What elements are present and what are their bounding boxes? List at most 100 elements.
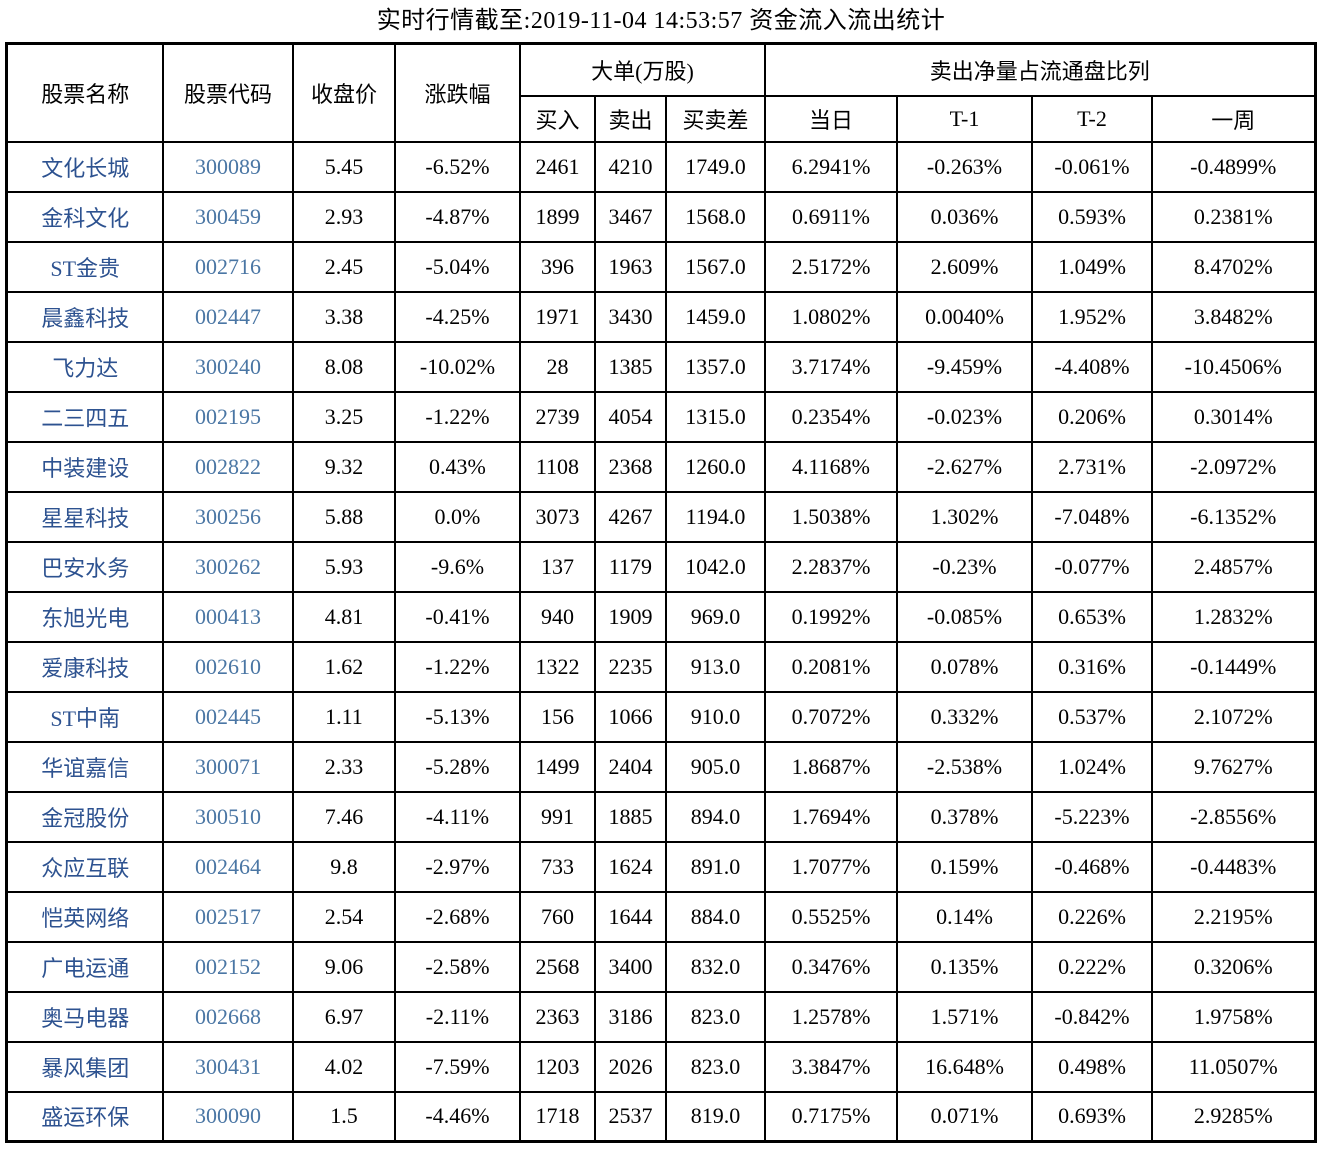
t1-percent-cell: 0.332% bbox=[896, 690, 1033, 743]
t1-percent-cell: 1.302% bbox=[896, 490, 1033, 543]
stock-code-cell: 002447 bbox=[161, 290, 294, 343]
table-row: 恺英网络 002517 2.54 -2.68% 760 1644 884.0 0.5525% 0… bbox=[5, 890, 1317, 943]
change-percent-cell: -10.02% bbox=[393, 340, 521, 393]
buy-sell-diff-cell: 884.0 bbox=[664, 890, 767, 943]
t2-percent-cell: -7.048% bbox=[1031, 490, 1153, 543]
table-row: ST中南 002445 1.11 -5.13% 156 1066 910.0 0.7072% 0… bbox=[5, 690, 1317, 743]
close-price-cell: 5.45 bbox=[291, 140, 396, 193]
day-percent-cell: 0.2081% bbox=[764, 640, 898, 693]
t2-percent-cell: 1.952% bbox=[1031, 290, 1153, 343]
sell-volume-cell: 1385 bbox=[593, 340, 667, 393]
day-percent-cell: 2.2837% bbox=[764, 540, 898, 593]
sell-volume-cell: 2404 bbox=[593, 740, 667, 793]
buy-sell-diff-cell: 823.0 bbox=[664, 990, 767, 1043]
change-percent-cell: -2.58% bbox=[393, 940, 521, 993]
table-row: 广电运通 002152 9.06 -2.58% 2568 3400 832.0 0.3476%… bbox=[5, 940, 1317, 993]
week-percent-cell: 0.2381% bbox=[1150, 190, 1317, 243]
header-change-percent: 涨跌幅 bbox=[393, 42, 521, 143]
buy-sell-diff-cell: 1459.0 bbox=[664, 290, 767, 343]
header-day: 当日 bbox=[764, 94, 898, 143]
buy-volume-cell: 991 bbox=[518, 790, 596, 843]
t2-percent-cell: 0.593% bbox=[1031, 190, 1153, 243]
close-price-cell: 2.93 bbox=[291, 190, 396, 243]
week-percent-cell: 1.2832% bbox=[1150, 590, 1317, 643]
close-price-cell: 1.5 bbox=[291, 1090, 396, 1143]
stock-name-cell: 东旭光电 bbox=[5, 590, 164, 643]
buy-sell-diff-cell: 1194.0 bbox=[664, 490, 767, 543]
change-percent-cell: -4.46% bbox=[393, 1090, 521, 1143]
close-price-cell: 5.93 bbox=[291, 540, 396, 593]
stock-code-cell: 300262 bbox=[161, 540, 294, 593]
buy-sell-diff-cell: 1357.0 bbox=[664, 340, 767, 393]
stock-name-cell: 文化长城 bbox=[5, 140, 164, 193]
week-percent-cell: 11.0507% bbox=[1150, 1040, 1317, 1093]
stock-code-cell: 300090 bbox=[161, 1090, 294, 1143]
buy-volume-cell: 1499 bbox=[518, 740, 596, 793]
stock-name-cell: ST金贵 bbox=[5, 240, 164, 293]
buy-volume-cell: 760 bbox=[518, 890, 596, 943]
day-percent-cell: 0.7072% bbox=[764, 690, 898, 743]
stock-name-cell: ST中南 bbox=[5, 690, 164, 743]
day-percent-cell: 1.5038% bbox=[764, 490, 898, 543]
week-percent-cell: 0.3206% bbox=[1150, 940, 1317, 993]
table-row: 东旭光电 000413 4.81 -0.41% 940 1909 969.0 0.1992% -… bbox=[5, 590, 1317, 643]
t2-percent-cell: -5.223% bbox=[1031, 790, 1153, 843]
day-percent-cell: 1.7077% bbox=[764, 840, 898, 893]
t2-percent-cell: 0.316% bbox=[1031, 640, 1153, 693]
stock-code-cell: 300431 bbox=[161, 1040, 294, 1093]
stock-code-cell: 300071 bbox=[161, 740, 294, 793]
stock-code-cell: 002517 bbox=[161, 890, 294, 943]
table-row: 中装建设 002822 9.32 0.43% 1108 2368 1260.0 4.1168%… bbox=[5, 440, 1317, 493]
change-percent-cell: -5.28% bbox=[393, 740, 521, 793]
t2-percent-cell: 0.693% bbox=[1031, 1090, 1153, 1143]
stock-code-cell: 000413 bbox=[161, 590, 294, 643]
change-percent-cell: -2.68% bbox=[393, 890, 521, 943]
change-percent-cell: -4.25% bbox=[393, 290, 521, 343]
stock-code-cell: 002152 bbox=[161, 940, 294, 993]
header-net-sell-group: 卖出净量占流通盘比列 bbox=[763, 42, 1317, 97]
table-row: ST金贵 002716 2.45 -5.04% 396 1963 1567.0 2.5172%… bbox=[5, 240, 1317, 293]
t2-percent-cell: 1.024% bbox=[1031, 740, 1153, 793]
buy-sell-diff-cell: 1260.0 bbox=[664, 440, 767, 493]
week-percent-cell: -0.4483% bbox=[1150, 840, 1317, 893]
sell-volume-cell: 2537 bbox=[593, 1090, 667, 1143]
week-percent-cell: 2.1072% bbox=[1150, 690, 1317, 743]
week-percent-cell: 8.4702% bbox=[1150, 240, 1317, 293]
stock-name-cell: 星星科技 bbox=[5, 490, 164, 543]
stock-name-cell: 二三四五 bbox=[5, 390, 164, 443]
buy-sell-diff-cell: 1749.0 bbox=[664, 140, 767, 193]
t1-percent-cell: -0.023% bbox=[896, 390, 1033, 443]
close-price-cell: 6.97 bbox=[291, 990, 396, 1043]
header-big-order-group: 大单(万股) bbox=[518, 42, 767, 97]
t1-percent-cell: 0.14% bbox=[896, 890, 1033, 943]
t1-percent-cell: 0.378% bbox=[896, 790, 1033, 843]
week-percent-cell: -10.4506% bbox=[1150, 340, 1317, 393]
t2-percent-cell: 1.049% bbox=[1031, 240, 1153, 293]
sell-volume-cell: 3400 bbox=[593, 940, 667, 993]
sell-volume-cell: 2235 bbox=[593, 640, 667, 693]
stock-code-cell: 002668 bbox=[161, 990, 294, 1043]
close-price-cell: 3.25 bbox=[291, 390, 396, 443]
buy-volume-cell: 3073 bbox=[518, 490, 596, 543]
t2-percent-cell: -0.077% bbox=[1031, 540, 1153, 593]
week-percent-cell: -2.0972% bbox=[1150, 440, 1317, 493]
t1-percent-cell: 0.036% bbox=[896, 190, 1033, 243]
buy-volume-cell: 1108 bbox=[518, 440, 596, 493]
day-percent-cell: 0.6911% bbox=[764, 190, 898, 243]
buy-sell-diff-cell: 1567.0 bbox=[664, 240, 767, 293]
sell-volume-cell: 1963 bbox=[593, 240, 667, 293]
sell-volume-cell: 3467 bbox=[593, 190, 667, 243]
close-price-cell: 7.46 bbox=[291, 790, 396, 843]
week-percent-cell: -0.4899% bbox=[1150, 140, 1317, 193]
week-percent-cell: 2.4857% bbox=[1150, 540, 1317, 593]
buy-sell-diff-cell: 819.0 bbox=[664, 1090, 767, 1143]
stock-name-cell: 恺英网络 bbox=[5, 890, 164, 943]
header-group-row: 股票名称 股票代码 收盘价 涨跌幅 大单(万股) 卖出净量占流通盘比列 bbox=[5, 42, 1317, 143]
buy-sell-diff-cell: 913.0 bbox=[664, 640, 767, 693]
buy-volume-cell: 1971 bbox=[518, 290, 596, 343]
table-row: 文化长城 300089 5.45 -6.52% 2461 4210 1749.0 6.2941… bbox=[5, 140, 1317, 193]
buy-sell-diff-cell: 891.0 bbox=[664, 840, 767, 893]
sell-volume-cell: 4267 bbox=[593, 490, 667, 543]
t1-percent-cell: 0.159% bbox=[896, 840, 1033, 893]
t1-percent-cell: -0.23% bbox=[896, 540, 1033, 593]
